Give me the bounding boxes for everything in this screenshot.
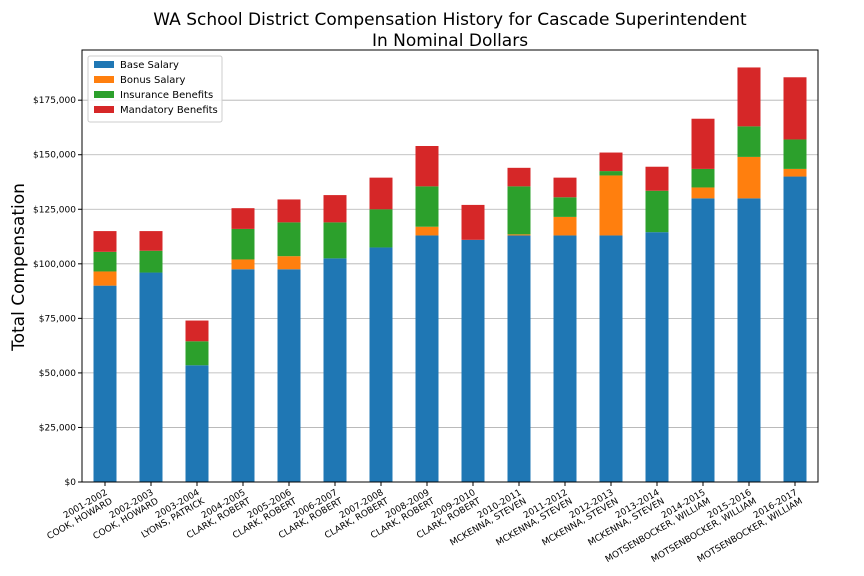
legend-swatch	[94, 106, 114, 113]
bar-segment	[323, 195, 347, 223]
bar-segment	[599, 175, 623, 236]
bar-segment	[277, 256, 301, 270]
bar-segment	[93, 251, 117, 272]
bar-segment	[691, 187, 715, 199]
bar-segment	[415, 226, 439, 236]
bar-segment	[93, 231, 117, 252]
bar-segment	[415, 146, 439, 187]
bar-segment	[369, 247, 393, 482]
bar-segment	[507, 235, 531, 482]
bar-segment	[231, 228, 255, 260]
y-tick-label: $100,000	[33, 260, 76, 270]
bar-segment	[645, 166, 669, 191]
bar-segment	[783, 168, 807, 177]
legend-label: Bonus Salary	[120, 75, 186, 86]
bar-segment	[783, 176, 807, 482]
bar-segment	[323, 222, 347, 259]
y-axis-ticks: $0 $25,000 $50,000 $75,000 $100,000 $125,000 $…	[33, 96, 82, 488]
bar-segment	[277, 222, 301, 257]
bar-segment	[783, 139, 807, 169]
legend-label: Base Salary	[120, 60, 179, 71]
y-axis-label: Total Compensation	[9, 183, 29, 352]
bar-segment	[553, 235, 577, 482]
bar-segment	[599, 152, 623, 172]
bar-segment	[691, 198, 715, 482]
bar-segment	[507, 167, 531, 187]
legend: Base Salary Bonus Salary Insurance Benefit…	[87, 55, 223, 123]
bar-segment	[277, 199, 301, 223]
bar-segment	[185, 365, 209, 482]
bar-segment	[139, 250, 163, 273]
bar-segment	[507, 234, 531, 236]
legend-box	[87, 55, 223, 123]
bar-segment	[599, 171, 623, 176]
bar-segment	[553, 177, 577, 198]
legend-label: Insurance Benefits	[120, 90, 213, 101]
bar-segment	[461, 239, 485, 482]
bar-segment	[185, 341, 209, 366]
bar-segment	[369, 209, 393, 248]
bar-segment	[139, 231, 163, 251]
bar-segment	[93, 285, 117, 482]
y-tick-label: $125,000	[33, 205, 76, 215]
bar-segment	[737, 67, 761, 127]
y-tick-label: $50,000	[39, 369, 76, 379]
y-tick-label: $75,000	[39, 314, 76, 324]
bar-segment	[277, 269, 301, 482]
bar-segment	[783, 77, 807, 140]
bar-segment	[93, 271, 117, 286]
bar-segment	[323, 258, 347, 482]
bar-segment	[185, 320, 209, 342]
bar-segment	[231, 269, 255, 482]
bar-segment	[737, 156, 761, 199]
chart-title: WA School District Compensation History …	[153, 10, 747, 30]
bar-segment	[691, 118, 715, 169]
bar-segment	[737, 198, 761, 482]
bar-segment	[369, 177, 393, 210]
y-tick-label: $25,000	[39, 423, 76, 433]
bar-segment	[553, 197, 577, 217]
bar-segment	[139, 272, 163, 482]
y-tick-label: $175,000	[33, 96, 76, 106]
bar-segment	[461, 204, 485, 240]
plot-frame	[81, 49, 819, 483]
bar-segment	[691, 168, 715, 188]
bars	[93, 67, 807, 482]
bar-segment	[415, 186, 439, 227]
legend-swatch	[94, 61, 114, 68]
legend-label: Mandatory Benefits	[120, 105, 218, 116]
bar-segment	[599, 235, 623, 482]
bar-segment	[231, 259, 255, 270]
bar-segment	[553, 216, 577, 236]
bar-segment	[737, 126, 761, 157]
y-tick-label: $0	[65, 478, 77, 488]
bar-segment	[415, 235, 439, 482]
legend-swatch	[94, 91, 114, 98]
bar-segment	[645, 190, 669, 233]
bar-segment	[645, 232, 669, 482]
legend-swatch	[94, 76, 114, 83]
y-tick-label: $150,000	[33, 151, 76, 161]
bar-segment	[507, 186, 531, 235]
chart-subtitle: In Nominal Dollars	[372, 31, 528, 51]
bar-segment	[231, 208, 255, 229]
